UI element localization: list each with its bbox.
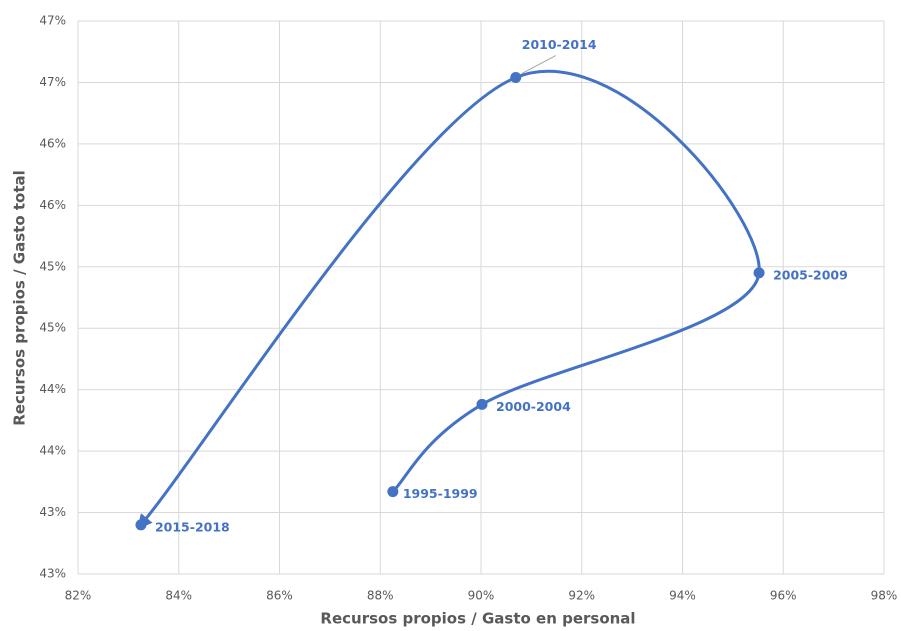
point-label: 2015-2018 — [155, 519, 230, 534]
point-label: 2010-2014 — [522, 37, 597, 52]
point-label: 2000-2004 — [496, 399, 571, 414]
y-axis-title: Recursos propios / Gasto total — [11, 170, 29, 426]
x-tick-label: 92% — [568, 589, 595, 603]
point — [135, 519, 147, 531]
point-label: 2005-2009 — [773, 267, 848, 282]
y-tick-label: 47% — [39, 14, 66, 28]
y-tick-label: 46% — [39, 136, 66, 150]
x-tick-label: 96% — [770, 589, 797, 603]
connecting-line — [137, 69, 761, 530]
y-tick-label: 44% — [39, 382, 66, 396]
y-tick-label: 45% — [39, 321, 66, 335]
y-tick-label: 43% — [39, 505, 66, 519]
y-tick-label: 47% — [39, 75, 66, 89]
x-tick-label: 82% — [65, 589, 92, 603]
point — [510, 72, 522, 84]
y-tick-label: 45% — [39, 259, 66, 273]
leader-line — [521, 55, 556, 74]
y-tick-label: 44% — [39, 444, 66, 458]
x-tick-label: 94% — [669, 589, 696, 603]
y-tick-label: 46% — [39, 198, 66, 212]
point — [753, 267, 765, 279]
x-tick-label: 84% — [165, 589, 192, 603]
x-tick-label: 98% — [871, 589, 898, 603]
x-tick-label: 86% — [266, 589, 293, 603]
x-axis-title: Recursos propios / Gasto en personal — [320, 610, 635, 628]
point — [387, 486, 399, 498]
y-tick-label: 43% — [39, 567, 66, 581]
point-label: 1995-1999 — [403, 486, 478, 501]
x-tick-label: 90% — [468, 589, 495, 603]
x-tick-label: 88% — [367, 589, 394, 603]
point — [476, 398, 488, 410]
